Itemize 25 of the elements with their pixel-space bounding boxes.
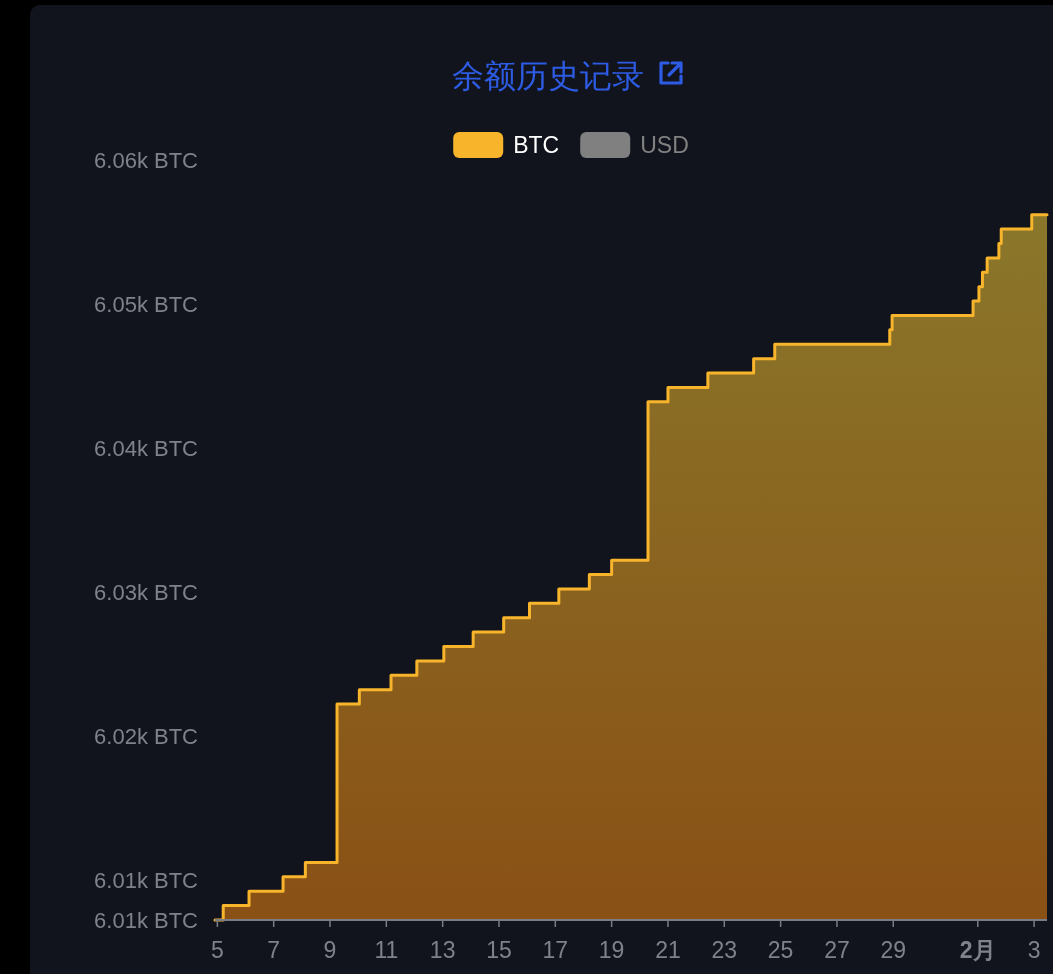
y-tick-label: 6.05k BTC bbox=[94, 291, 199, 317]
x-tick-label: 5 bbox=[210, 937, 224, 963]
x-tick-label: 17 bbox=[542, 937, 569, 963]
x-tick-label: 2月 bbox=[959, 937, 996, 963]
legend-label: USD bbox=[640, 132, 689, 158]
x-tick-label: 29 bbox=[880, 937, 907, 963]
x-tick-label: 7 bbox=[267, 937, 281, 963]
x-tick-label: 25 bbox=[767, 937, 794, 963]
chart-title: 余额历史记录 bbox=[452, 58, 644, 94]
y-tick-label: 6.06k BTC bbox=[94, 148, 199, 173]
y-tick-label: 6.03k BTC bbox=[94, 579, 199, 605]
x-tick-label: 21 bbox=[655, 937, 681, 963]
x-tick-label: 3 bbox=[1027, 937, 1041, 963]
x-tick-label: 23 bbox=[711, 937, 738, 963]
x-tick-label: 27 bbox=[824, 937, 850, 963]
y-tick-label: 6.04k BTC bbox=[94, 435, 199, 461]
y-tick-label: 6.01k BTC bbox=[94, 867, 199, 893]
x-tick-label: 9 bbox=[323, 937, 337, 963]
legend-label: BTC bbox=[513, 132, 560, 158]
x-tick-label: 13 bbox=[429, 937, 456, 963]
x-tick-label: 15 bbox=[486, 937, 512, 963]
y-tick-label: 6.01k BTC bbox=[94, 908, 199, 933]
x-tick-label: 11 bbox=[374, 937, 399, 963]
x-tick-label: 19 bbox=[598, 937, 625, 963]
y-tick-label: 6.02k BTC bbox=[94, 723, 199, 749]
